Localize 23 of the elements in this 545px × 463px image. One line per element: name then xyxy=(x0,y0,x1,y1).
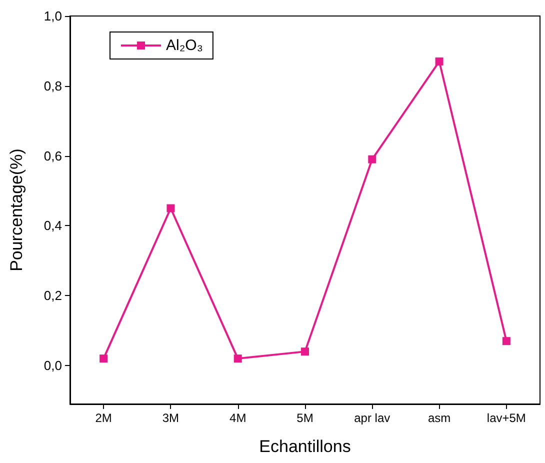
y-axis-title: Pourcentage(%) xyxy=(7,148,26,272)
point xyxy=(301,348,309,356)
y-tick-label: 0,0 xyxy=(44,358,62,374)
x-tick-label: 2M xyxy=(95,411,112,425)
x-tick-label: lav+5M xyxy=(486,411,526,425)
y-tick-label: 1,0 xyxy=(44,8,62,24)
point xyxy=(435,57,444,66)
legend-label: Al₂O₃ xyxy=(166,37,203,54)
x-tick-label: apr lav xyxy=(354,411,390,425)
point xyxy=(368,155,376,164)
point xyxy=(234,354,242,363)
x-axis-title: Echantillons xyxy=(259,437,351,456)
x-tick-label: 3M xyxy=(162,411,180,425)
point xyxy=(166,204,175,212)
x-tick-label: 5M xyxy=(296,411,314,425)
y-tick-label: 0,2 xyxy=(44,288,62,304)
point xyxy=(100,354,108,363)
y-tick-label: 0,6 xyxy=(44,148,62,164)
point xyxy=(502,337,510,346)
x-tick-label: asm xyxy=(428,411,451,425)
y-tick-label: 0,4 xyxy=(44,218,62,234)
x-tick-label: 4M xyxy=(230,411,246,425)
y-tick-label: 0,8 xyxy=(44,78,62,94)
